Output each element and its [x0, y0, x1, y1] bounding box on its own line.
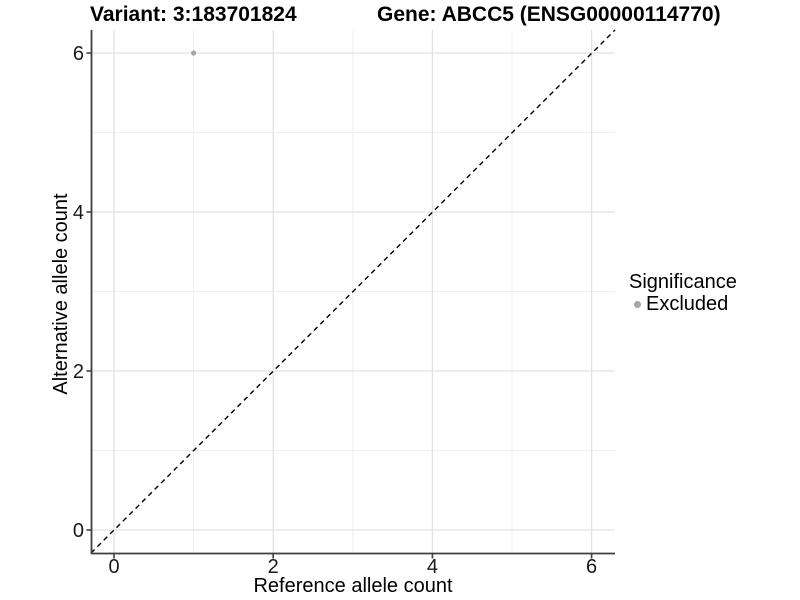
y-tick-label: 4 — [73, 202, 84, 224]
legend-item: Excluded — [629, 293, 737, 315]
legend-key — [629, 296, 646, 313]
y-tick-label: 0 — [73, 520, 84, 542]
legend: Significance Excluded — [629, 271, 737, 315]
y-tick-label: 6 — [73, 43, 84, 65]
legend-item-label: Excluded — [646, 293, 729, 315]
x-tick-label: 6 — [586, 556, 597, 578]
data-point — [191, 50, 197, 56]
legend-title: Significance — [629, 271, 737, 293]
x-tick-label: 2 — [268, 556, 279, 578]
identity-dashed-line — [90, 29, 616, 554]
y-axis-title: Alternative allele count — [50, 193, 72, 395]
x-axis-title: Reference allele count — [253, 575, 453, 597]
y-tick-label: 2 — [73, 361, 84, 383]
x-tick-label: 0 — [108, 556, 119, 578]
plot-title-gene: Gene: ABCC5 (ENSG00000114770) — [377, 3, 721, 26]
legend-point-icon — [634, 300, 641, 308]
plot-title-variant: Variant: 3:183701824 — [90, 3, 297, 26]
x-tick-label: 4 — [427, 556, 438, 578]
